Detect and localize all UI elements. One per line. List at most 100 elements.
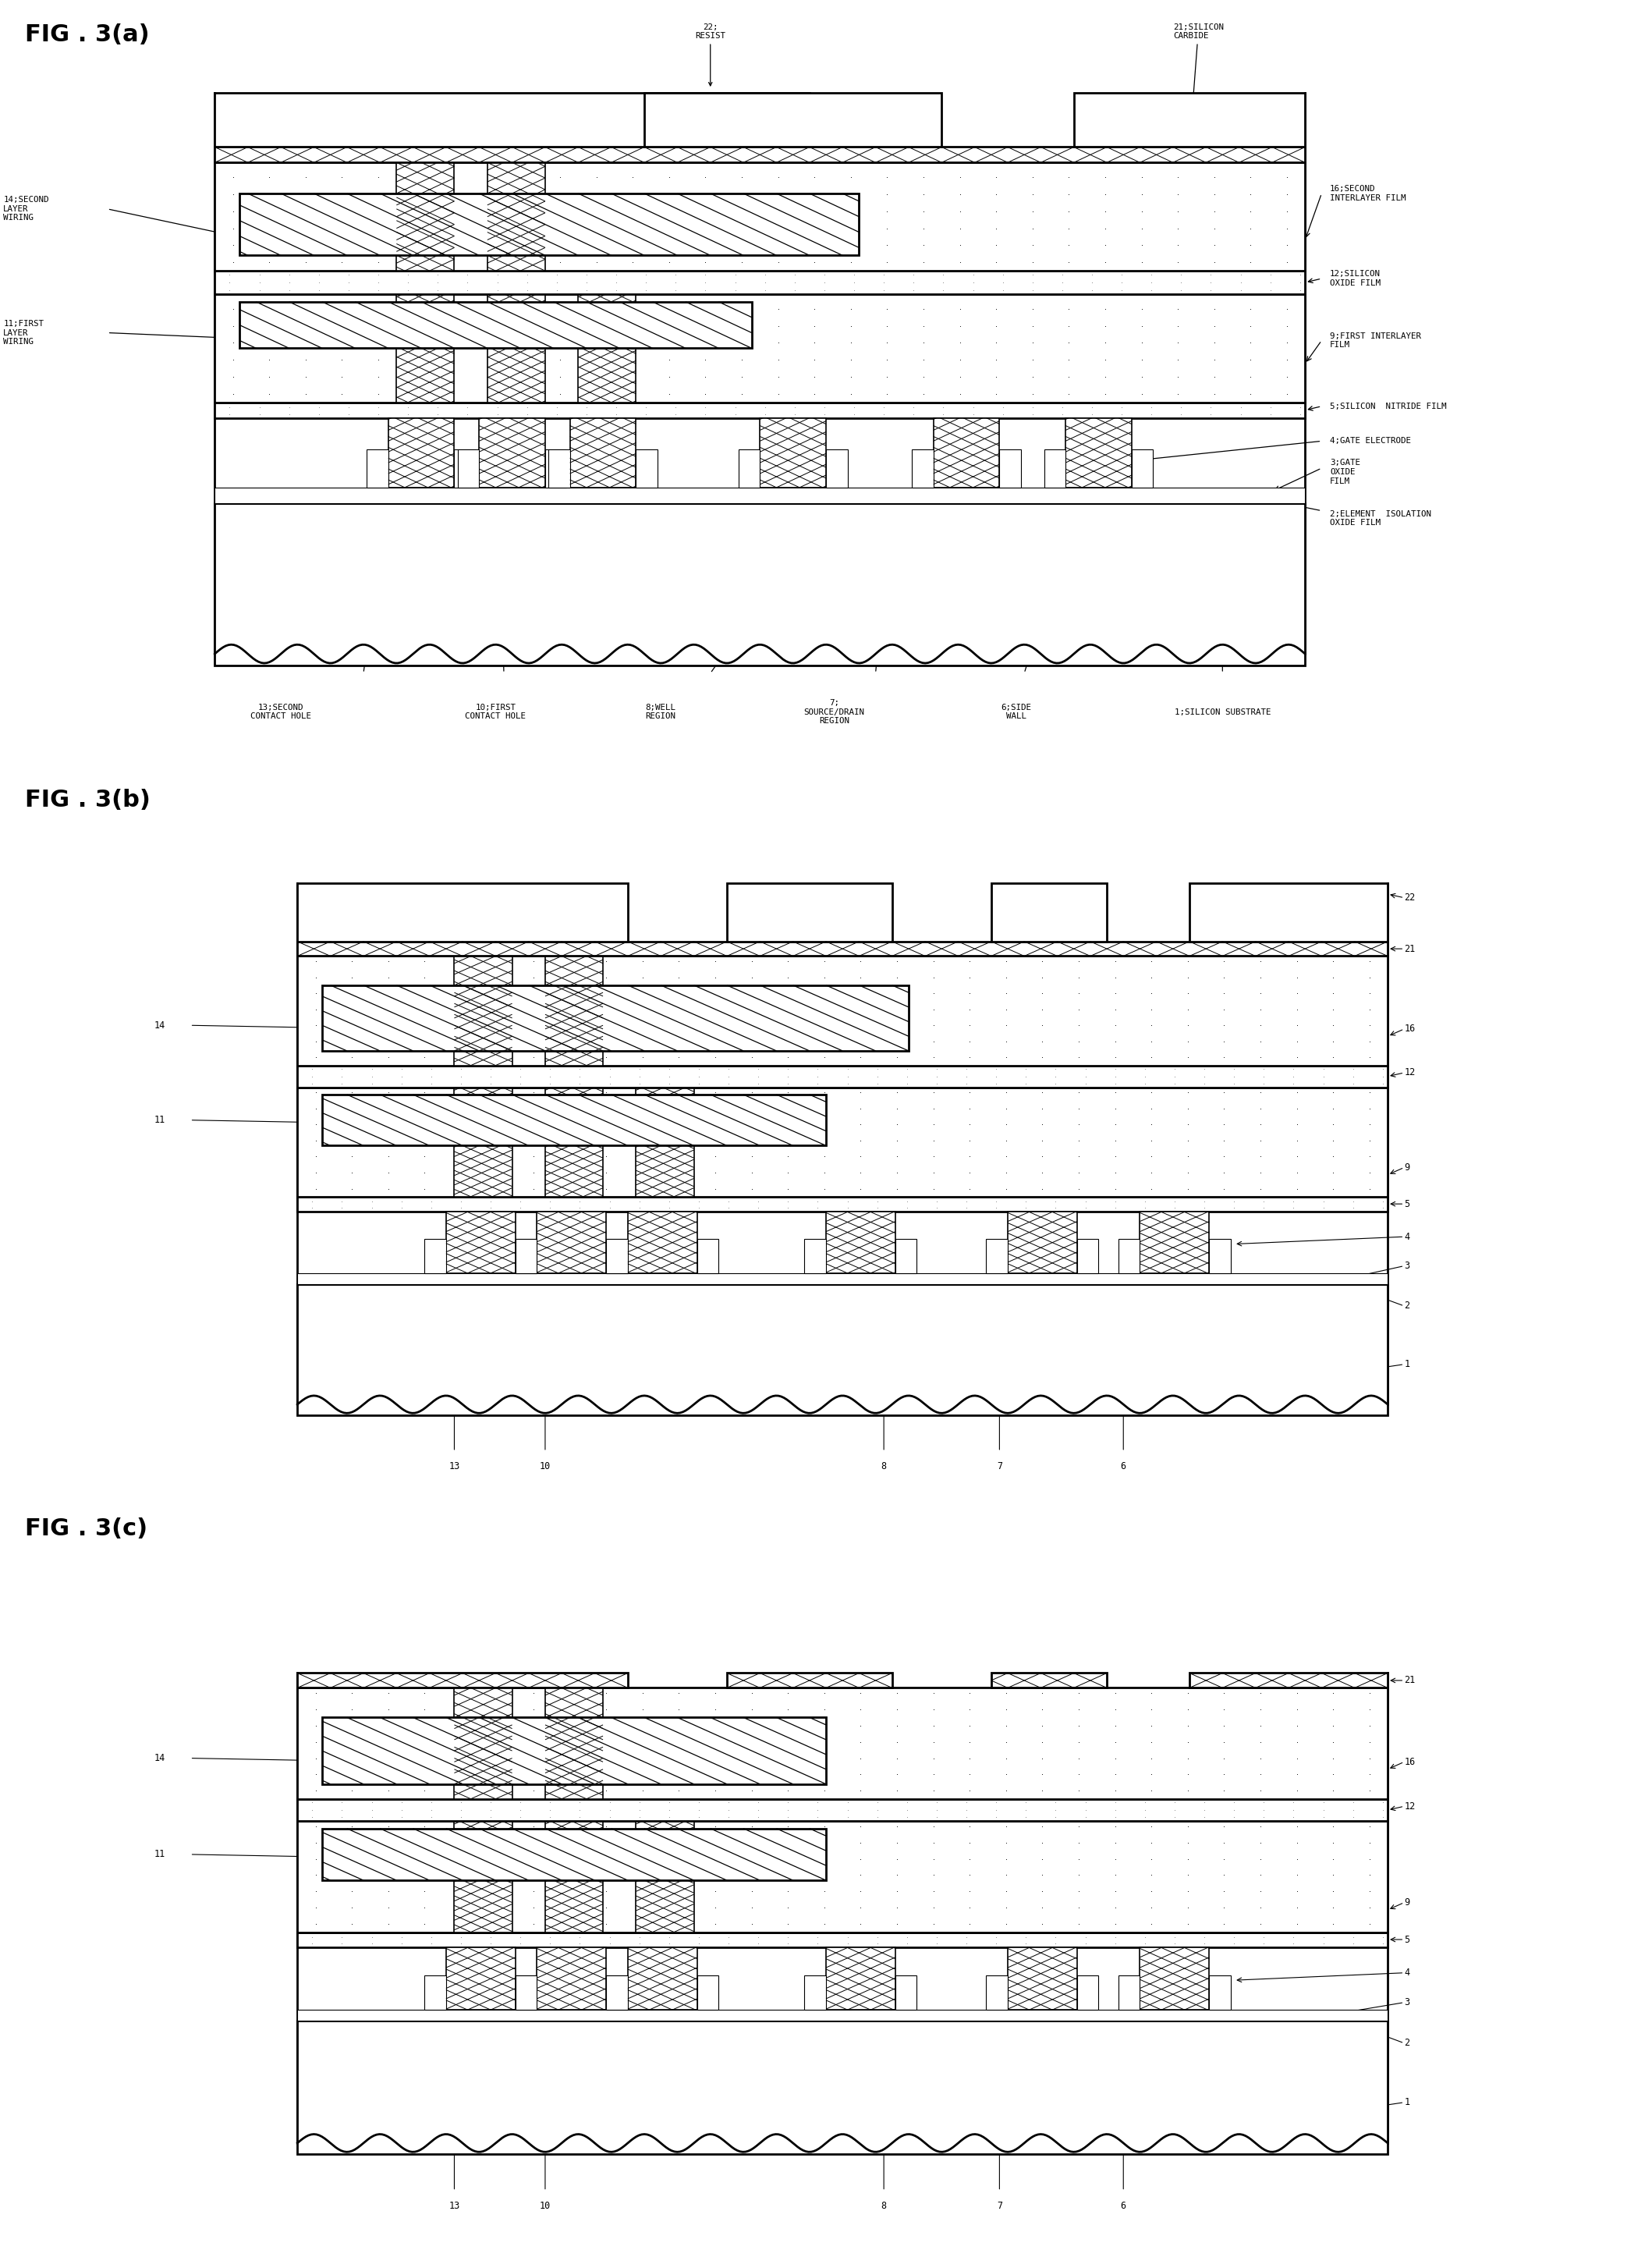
Bar <box>1074 92 1305 148</box>
Bar <box>297 1799 1388 1821</box>
Text: 7: 7 <box>996 1460 1003 1471</box>
Bar <box>760 417 826 487</box>
Bar <box>1140 1947 1209 2010</box>
Bar <box>446 1211 515 1274</box>
Bar <box>537 1211 606 1274</box>
Text: 5: 5 <box>1404 1933 1409 1945</box>
Text: 7;
SOURCE/DRAIN
REGION: 7; SOURCE/DRAIN REGION <box>805 700 864 724</box>
Bar <box>606 1976 628 2010</box>
Text: 7: 7 <box>996 2200 1003 2212</box>
Bar <box>628 1947 697 2010</box>
Bar <box>487 294 545 401</box>
Bar <box>545 956 603 1065</box>
Bar <box>826 1947 895 2010</box>
Bar <box>697 1976 719 2010</box>
Bar <box>297 1274 1388 1283</box>
Bar <box>1189 1673 1388 1687</box>
Text: 2: 2 <box>1404 2039 1409 2048</box>
Bar <box>215 401 1305 417</box>
Bar <box>215 148 1305 161</box>
Bar <box>297 1198 1388 1211</box>
Text: 10: 10 <box>540 2200 550 2212</box>
Text: 13: 13 <box>449 2200 459 2212</box>
Text: 16: 16 <box>1404 1023 1416 1034</box>
Bar <box>826 1211 895 1274</box>
Bar <box>1008 1211 1077 1274</box>
Bar <box>636 449 657 487</box>
Bar <box>454 1687 512 1799</box>
Bar <box>425 1238 446 1274</box>
Bar <box>322 1718 826 1783</box>
Text: 5;SILICON  NITRIDE FILM: 5;SILICON NITRIDE FILM <box>1330 401 1447 410</box>
Bar <box>297 1931 1388 1947</box>
Bar <box>454 449 476 487</box>
Bar <box>1209 1238 1231 1274</box>
Bar <box>396 294 454 401</box>
Bar <box>991 884 1107 942</box>
Bar <box>297 1065 1388 1088</box>
Text: 1: 1 <box>1404 2097 1409 2108</box>
Bar <box>322 985 909 1050</box>
Bar <box>297 956 1388 1065</box>
Bar <box>545 1687 603 1799</box>
Bar <box>628 1211 697 1274</box>
Text: 13: 13 <box>449 1460 459 1471</box>
Bar <box>297 1673 628 1687</box>
Bar <box>545 449 567 487</box>
Bar <box>458 449 479 487</box>
Text: 4;GATE ELECTRODE: 4;GATE ELECTRODE <box>1330 437 1411 444</box>
Bar <box>991 1673 1107 1687</box>
Text: 2;ELEMENT  ISOLATION
OXIDE FILM: 2;ELEMENT ISOLATION OXIDE FILM <box>1330 509 1431 527</box>
Bar <box>367 449 388 487</box>
Text: 16;SECOND
INTERLAYER FILM: 16;SECOND INTERLAYER FILM <box>1330 184 1406 202</box>
Text: 6: 6 <box>1120 1460 1127 1471</box>
Text: 21: 21 <box>1404 1676 1416 1684</box>
Bar <box>240 193 859 256</box>
Bar <box>545 1088 603 1198</box>
Bar <box>215 271 1305 294</box>
Text: 4: 4 <box>1404 1967 1409 1978</box>
Text: 11: 11 <box>154 1115 165 1126</box>
Bar <box>606 1238 628 1274</box>
Bar <box>826 449 847 487</box>
Bar <box>986 1976 1008 2010</box>
Text: 14: 14 <box>154 1021 165 1030</box>
Text: 14: 14 <box>154 1754 165 1763</box>
Text: 4: 4 <box>1404 1231 1409 1243</box>
Bar <box>805 1238 826 1274</box>
Bar <box>1209 1976 1231 2010</box>
Text: 9: 9 <box>1404 1162 1409 1173</box>
Bar <box>215 92 809 148</box>
Bar <box>1044 449 1066 487</box>
Bar <box>727 1673 892 1687</box>
Text: 10: 10 <box>540 1460 550 1471</box>
Bar <box>297 1821 1388 1931</box>
Bar <box>986 1238 1008 1274</box>
Text: 12: 12 <box>1404 1068 1416 1079</box>
Bar <box>1118 1976 1140 2010</box>
Text: 5: 5 <box>1404 1198 1409 1209</box>
Bar <box>297 2021 1388 2153</box>
Bar <box>606 1238 628 1274</box>
Text: FIG . 3(b): FIG . 3(b) <box>25 787 150 812</box>
Text: 2: 2 <box>1404 1301 1409 1312</box>
Bar <box>933 417 999 487</box>
Bar <box>727 884 892 942</box>
Bar <box>606 1976 628 2010</box>
Bar <box>1132 449 1153 487</box>
Text: 16: 16 <box>1404 1756 1416 1767</box>
Text: 1;SILICON SUBSTRATE: 1;SILICON SUBSTRATE <box>1175 709 1270 716</box>
Bar <box>446 1947 515 2010</box>
Text: 22: 22 <box>1404 893 1416 904</box>
Bar <box>545 1821 603 1931</box>
Bar <box>297 1088 1388 1198</box>
Text: 6: 6 <box>1120 2200 1127 2212</box>
Text: 8: 8 <box>881 2200 887 2212</box>
Bar <box>1118 1238 1140 1274</box>
Text: 8: 8 <box>881 1460 887 1471</box>
Bar <box>805 1976 826 2010</box>
Text: 11: 11 <box>154 1848 165 1859</box>
Bar <box>487 161 545 271</box>
Bar <box>454 1088 512 1198</box>
Bar <box>425 1976 446 2010</box>
